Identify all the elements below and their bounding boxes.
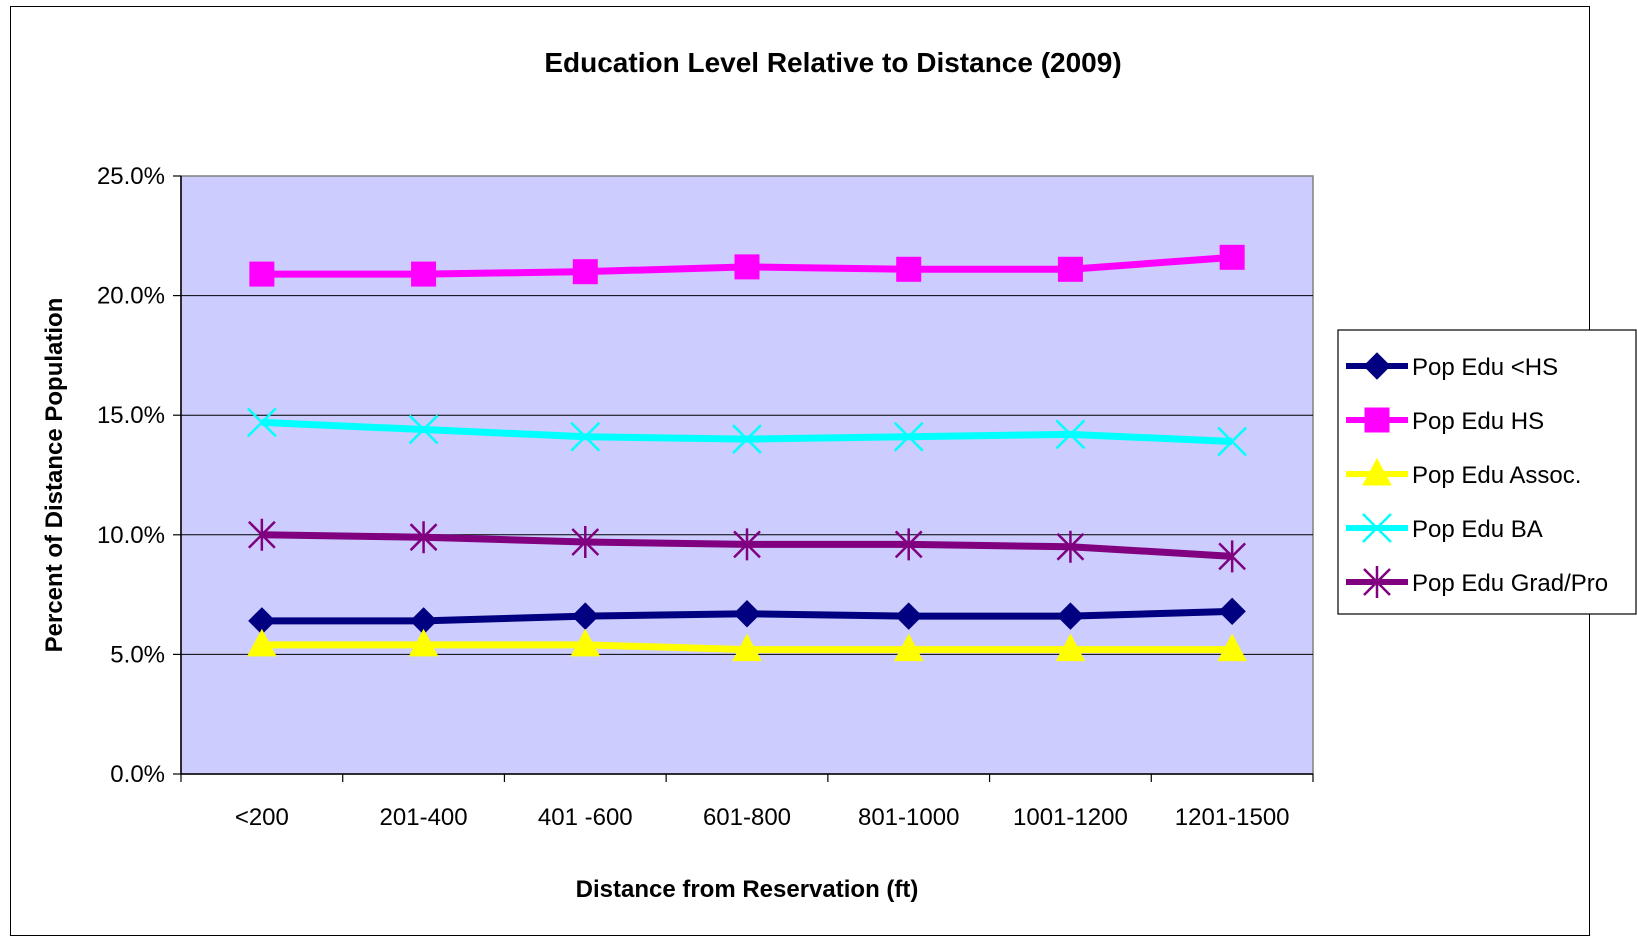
legend-item: Pop Edu <HS xyxy=(1346,352,1558,381)
series-pop-edu-ba xyxy=(246,407,1248,457)
data-point xyxy=(247,518,276,551)
x-tick-label: 401 -600 xyxy=(538,804,633,831)
legend: Pop Edu <HS Pop Edu HS Pop Edu Assoc. Pop E… xyxy=(1337,329,1637,615)
x-tick-label: 1001-1200 xyxy=(1013,804,1128,831)
legend-label: Pop Edu <HS xyxy=(1412,354,1558,381)
y-tick-label: 25.0% xyxy=(97,163,165,190)
data-point xyxy=(408,414,439,445)
legend-marker xyxy=(1364,407,1390,433)
data-point xyxy=(893,633,924,662)
legend-item: Pop Edu HS xyxy=(1346,407,1544,435)
data-point xyxy=(1218,597,1246,626)
data-point xyxy=(1057,256,1083,282)
data-point xyxy=(570,421,601,452)
data-point xyxy=(1217,426,1248,457)
data-point xyxy=(249,261,275,287)
series-pop-edu-assoc xyxy=(247,628,1247,662)
x-tick-label: 801-1000 xyxy=(858,804,959,831)
data-point xyxy=(896,256,922,282)
y-tick-label: 20.0% xyxy=(97,283,165,310)
x-tick-label: 1201-1500 xyxy=(1175,804,1290,831)
x-tick-label: <200 xyxy=(235,804,289,831)
data-point xyxy=(1218,540,1247,573)
data-point xyxy=(570,628,601,657)
series-layer xyxy=(246,244,1248,662)
series-pop-edu-hs xyxy=(249,244,1245,287)
data-point xyxy=(733,528,761,561)
data-point xyxy=(1056,530,1085,563)
legend-marker xyxy=(1362,513,1392,543)
data-point xyxy=(734,254,760,280)
data-point xyxy=(893,421,924,452)
legend-item: Pop Edu Assoc. xyxy=(1346,457,1581,489)
data-point xyxy=(895,602,923,630)
y-tick-label: 0.0% xyxy=(110,761,165,788)
axes xyxy=(180,176,1314,782)
data-point xyxy=(1219,244,1245,270)
data-point xyxy=(1217,633,1247,662)
y-axis-title: Percent of Distance Population xyxy=(41,298,68,653)
data-point xyxy=(572,259,598,285)
data-point xyxy=(733,600,761,628)
data-point xyxy=(1055,419,1086,450)
y-tick-label: 15.0% xyxy=(97,402,165,429)
y-tick-label: 5.0% xyxy=(110,641,165,668)
legend-marker xyxy=(1363,352,1391,380)
series-pop-edu-hs xyxy=(248,597,1246,635)
data-point xyxy=(1055,633,1086,662)
data-point xyxy=(571,525,600,558)
x-axis-title: Distance from Reservation (ft) xyxy=(576,876,919,903)
legend-label: Pop Edu HS xyxy=(1412,408,1544,435)
legend-marker xyxy=(1362,457,1392,486)
data-point xyxy=(894,528,923,561)
legend-label: Pop Edu BA xyxy=(1412,516,1543,543)
x-tick-label: 601-800 xyxy=(703,804,791,831)
y-tick-labels: 0.0% 5.0% 10.0% 15.0% 20.0% 25.0% xyxy=(97,163,165,788)
data-point xyxy=(732,424,762,455)
y-tick-label: 10.0% xyxy=(97,522,165,549)
data-point xyxy=(1056,602,1085,630)
x-tick-labels: <200 201-400 401 -600 601-800 801-1000 1001-1… xyxy=(235,804,1290,831)
data-point xyxy=(246,407,277,438)
legend-item: Pop Edu Grad/Pro xyxy=(1346,566,1608,598)
series-pop-edu-grad-pro xyxy=(247,518,1247,573)
legend-label: Pop Edu Assoc. xyxy=(1412,462,1581,489)
chart-title: Education Level Relative to Distance (20… xyxy=(544,47,1121,78)
data-point xyxy=(408,628,439,657)
legend-label: Pop Edu Grad/Pro xyxy=(1412,570,1608,597)
legend-item: Pop Edu BA xyxy=(1346,513,1543,543)
data-point xyxy=(732,633,762,662)
data-point xyxy=(411,261,437,287)
x-tick-label: 201-400 xyxy=(380,804,468,831)
legend-marker xyxy=(1363,566,1391,598)
data-point xyxy=(247,628,277,657)
data-point xyxy=(409,521,438,554)
